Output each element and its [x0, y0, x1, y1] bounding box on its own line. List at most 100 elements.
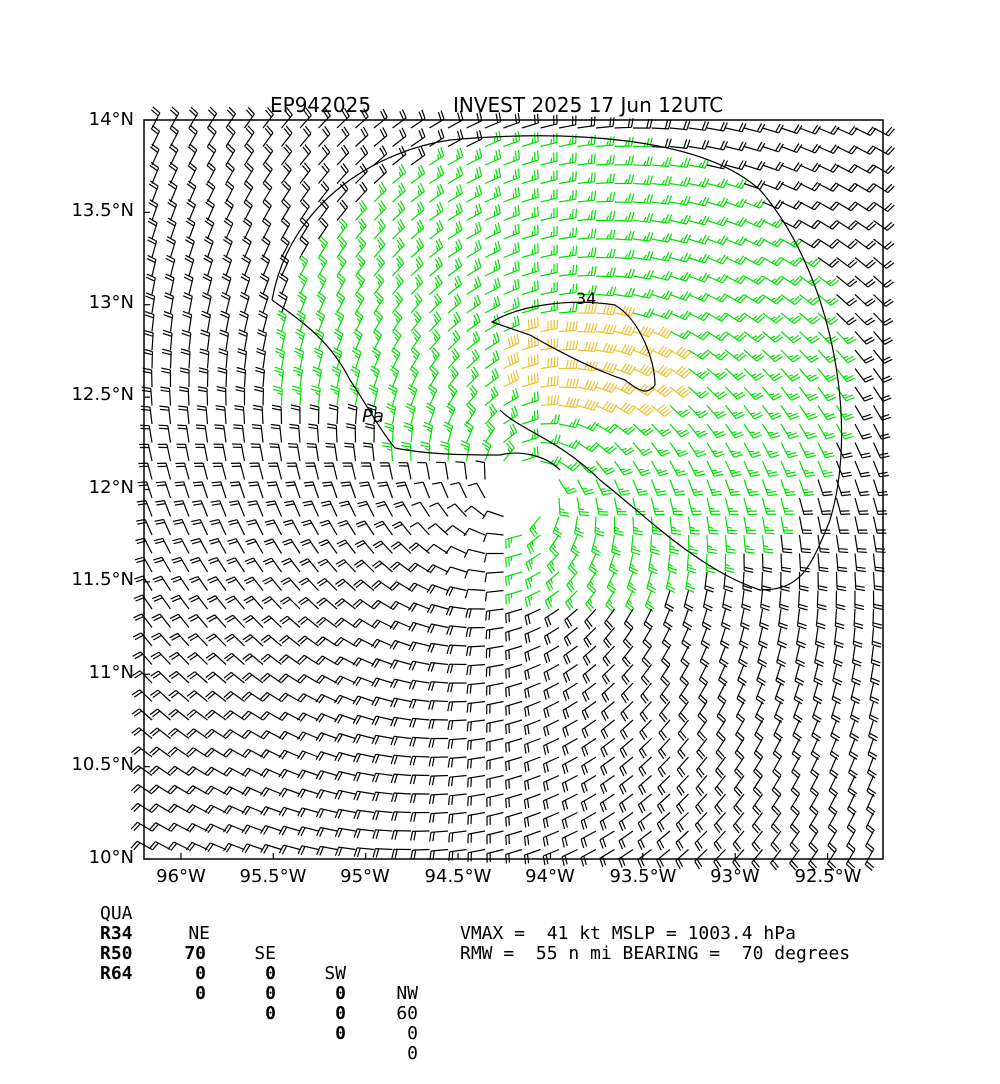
wind-barb [669, 405, 691, 418]
wind-barb [377, 481, 394, 499]
wind-barb [440, 440, 450, 462]
wind-barb [447, 700, 467, 712]
wind-barb [595, 210, 616, 222]
wind-barb [448, 811, 467, 824]
lon-label: 95.5°W [239, 866, 307, 887]
lon-label: 94°W [525, 866, 575, 887]
wind-barb [660, 664, 671, 686]
wind-barb [242, 217, 253, 240]
wind-barb [752, 775, 764, 797]
wind-barb [562, 719, 578, 738]
wind-barb [280, 236, 290, 258]
wind-barb [540, 151, 558, 166]
wind-barb [620, 682, 634, 704]
wind-barb [724, 460, 742, 477]
wind-barb [614, 343, 636, 356]
wind-barb [218, 348, 229, 369]
wind-barb [263, 538, 283, 554]
wind-barb [873, 220, 895, 231]
wind-barb [336, 144, 350, 166]
wind-barb [225, 162, 235, 184]
wind-barb [521, 169, 539, 185]
wind-barb [265, 500, 283, 517]
wind-barb [872, 608, 883, 629]
wind-barb [521, 150, 539, 166]
wind-barb [161, 348, 172, 369]
wind-barb [227, 538, 246, 554]
wind-barb [646, 571, 657, 594]
wind-barb [186, 822, 208, 833]
wind-barb [836, 125, 858, 136]
wind-barb [155, 481, 172, 499]
wind-barb [409, 774, 430, 785]
wind-barb [740, 608, 750, 630]
wind-barb [696, 738, 708, 760]
wind-barb [188, 125, 198, 147]
wind-barb [293, 366, 303, 388]
wind-barb [466, 682, 486, 694]
wind-barb [294, 347, 305, 369]
wind-barb [466, 239, 482, 259]
wind-barb [695, 775, 708, 797]
wind-barb [427, 662, 449, 672]
wind-barb [521, 335, 539, 351]
wind-barb [207, 576, 227, 591]
wind-barb [297, 826, 319, 837]
wind-radii-row-r34: R34 70 0 0 60 [100, 904, 418, 1024]
wind-barb [614, 442, 635, 456]
wind-barb [417, 461, 431, 480]
wind-barb [408, 621, 430, 632]
wind-barb [315, 713, 338, 723]
wind-barb [447, 329, 461, 351]
wind-barb [688, 386, 710, 399]
wind-barb [428, 737, 448, 748]
wind-barb [243, 595, 264, 610]
wind-barb [186, 671, 208, 684]
wind-barb [600, 756, 615, 776]
wind-barb [614, 174, 635, 185]
wind-barb [371, 734, 393, 745]
wind-barb [248, 481, 264, 499]
wind-barb [164, 292, 174, 314]
wind-barb [149, 765, 171, 776]
wind-barb [751, 812, 763, 834]
wind-barb [849, 701, 860, 723]
wind-barb [798, 460, 816, 478]
wind-barb [410, 292, 423, 314]
wind-barb [762, 237, 784, 248]
wind-barb [743, 423, 763, 439]
wind-barb [542, 774, 560, 792]
wind-barb [540, 133, 558, 148]
wind-barb [173, 500, 190, 517]
wind-barb [706, 235, 729, 246]
wind-barb [281, 162, 292, 184]
wind-barb [260, 768, 282, 778]
wind-barb [725, 405, 745, 420]
wind-barb [754, 719, 764, 742]
wind-barb [204, 728, 227, 740]
wind-barb [831, 682, 842, 705]
wind-barb [200, 329, 211, 351]
wind-barb [165, 254, 176, 277]
wind-barb [290, 404, 301, 425]
wind-barb [664, 590, 675, 612]
wind-barb [427, 384, 438, 406]
wind-barb [650, 460, 669, 477]
wind-barb [619, 775, 634, 795]
wind-barb [558, 378, 579, 389]
wind-barb [334, 789, 356, 800]
wind-barb [466, 348, 480, 369]
wind-barb [743, 237, 766, 247]
wind-barb [306, 443, 320, 462]
wind-barb [372, 848, 393, 858]
wind-barb [280, 180, 292, 203]
row-name: R34 [100, 923, 133, 944]
wind-barb [632, 344, 655, 357]
wind-barb [223, 652, 245, 665]
wind-barb [186, 766, 208, 777]
wind-barb [724, 497, 739, 516]
wind-barb [523, 793, 541, 810]
wind-barb [650, 516, 663, 536]
wind-barb [259, 273, 270, 295]
wind-barb [669, 479, 686, 496]
